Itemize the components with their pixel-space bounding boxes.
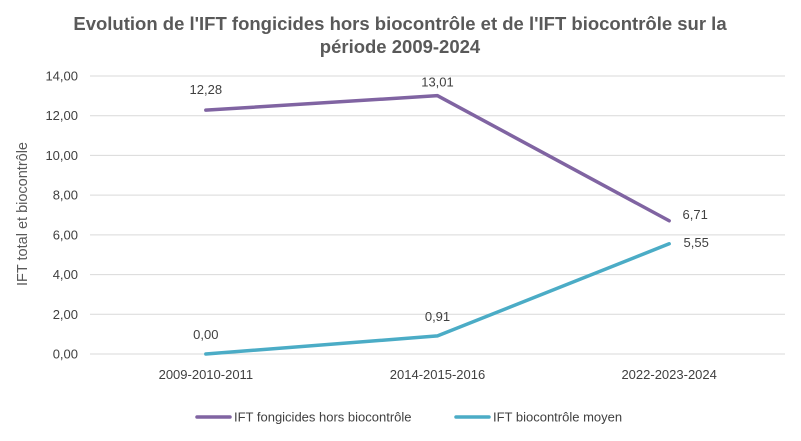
legend-entry-label: IFT biocontrôle moyen — [493, 410, 622, 425]
y-tick-label: 12,00 — [45, 108, 78, 123]
legend: IFT fongicides hors biocontrôle IFT bioco… — [195, 410, 622, 425]
data-label: 5,55 — [684, 235, 709, 250]
x-tick-label: 2009-2010-2011 — [159, 367, 253, 382]
x-tick-label: 2022-2023-2024 — [621, 367, 716, 382]
y-axis-ticks: 0,00 2,00 4,00 6,00 8,00 10,00 12,00 14,00 — [45, 69, 78, 362]
data-labels: 12,28 13,01 6,71 0,00 0,91 5,55 — [190, 75, 709, 342]
data-label: 6,71 — [683, 207, 708, 222]
y-tick-label: 6,00 — [53, 227, 78, 242]
legend-entry-label: IFT fongicides hors biocontrôle — [234, 410, 412, 425]
y-tick-label: 10,00 — [45, 148, 78, 163]
y-tick-label: 14,00 — [45, 69, 78, 84]
series-lines — [204, 93, 671, 356]
y-tick-label: 2,00 — [53, 307, 78, 322]
y-tick-label: 0,00 — [53, 347, 78, 362]
data-label: 13,01 — [421, 75, 454, 90]
x-axis-ticks: 2009-2010-2011 2014-2015-2016 2022-2023-20… — [159, 367, 717, 382]
y-tick-label: 8,00 — [53, 188, 78, 203]
y-axis-title: IFT total et biocontrôle — [15, 142, 31, 286]
series-line — [204, 93, 671, 223]
gridlines — [90, 75, 785, 355]
y-tick-label: 4,00 — [53, 267, 78, 282]
chart-title-line-1: Evolution de l'IFT fongicides hors bioco… — [73, 13, 727, 34]
x-tick-label: 2014-2015-2016 — [390, 367, 485, 382]
chart-title-line-2: période 2009-2024 — [320, 36, 481, 57]
data-label: 0,91 — [425, 309, 450, 324]
data-label: 12,28 — [190, 82, 223, 97]
data-label: 0,00 — [193, 327, 218, 342]
series-line — [204, 242, 671, 356]
